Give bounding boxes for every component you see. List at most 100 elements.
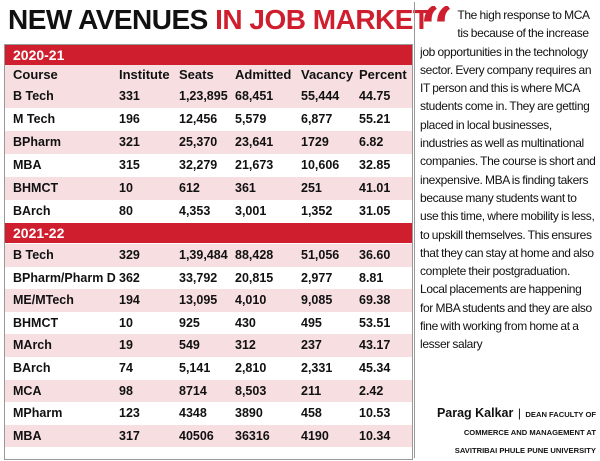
number-cell: 25,370 — [179, 135, 218, 149]
course-cell: B Tech — [13, 248, 54, 262]
number-cell: 196 — [119, 112, 140, 126]
table-row: MBA 317 40506 36316 4190 10.34 — [5, 424, 412, 448]
table-row: ME/MTech 194 13,095 4,010 9,085 69.38 — [5, 289, 412, 312]
number-cell: 5,579 — [235, 112, 267, 126]
table-row: BPharm 321 25,370 23,641 1729 6.82 — [5, 131, 412, 154]
number-cell: 2,810 — [235, 361, 267, 375]
number-cell: 21,673 — [235, 158, 274, 172]
course-cell: MCA — [13, 383, 42, 398]
number-cell: 74 — [119, 361, 133, 375]
section-label: 2021-22 — [5, 223, 412, 243]
number-cell: 1729 — [301, 135, 329, 149]
number-cell: 2,977 — [301, 270, 333, 285]
number-cell: 33,792 — [179, 270, 218, 285]
number-cell: 55.21 — [359, 112, 391, 126]
number-cell: 194 — [119, 293, 140, 308]
number-cell: 19 — [119, 338, 133, 353]
number-cell: 36.60 — [359, 248, 391, 262]
table-row: MPharm 123 4348 3890 458 10.53 — [5, 402, 412, 425]
table-row: BHMCT 10 612 361 251 41.01 — [5, 177, 412, 200]
number-cell: 211 — [301, 383, 322, 398]
number-cell: 612 — [179, 181, 200, 195]
attribution: Parag Kalkar | DEAN FACULTY OF COMMERCE … — [420, 404, 596, 458]
number-cell: 4,010 — [235, 293, 267, 308]
course-cell: MBA — [13, 158, 42, 172]
number-cell: 68,451 — [235, 89, 274, 103]
table-row: BPharm/Pharm D 362 33,792 20,815 2,977 8.81 — [5, 267, 412, 290]
quote-mark: “ — [420, 6, 454, 62]
number-cell: 331 — [119, 89, 140, 103]
quote-panel: “ The high response to MCA tis because o… — [420, 6, 596, 458]
number-cell: 31.05 — [359, 204, 391, 218]
number-cell: 8.81 — [359, 270, 384, 285]
number-cell: 80 — [119, 204, 133, 218]
number-cell: 251 — [301, 181, 322, 195]
column-header: Admitted — [235, 67, 292, 82]
title-red: IN JOB MARKET — [215, 4, 430, 35]
number-cell: 2.42 — [359, 383, 384, 398]
number-cell: 45.34 — [359, 361, 391, 375]
number-cell: 53.51 — [359, 315, 391, 330]
column-header: Vacancy — [301, 67, 354, 82]
header-row: Course Institute Seats Admitted Vacancy Perce… — [5, 65, 412, 85]
table-row: BArch 80 4,353 3,001 1,352 31.05 — [5, 200, 412, 223]
author-designation: DEAN FACULTY OF COMMERCE AND MANAGEMENT … — [454, 410, 596, 455]
number-cell: 10.53 — [359, 406, 391, 421]
number-cell: 10 — [119, 181, 133, 195]
number-cell: 20,815 — [235, 270, 274, 285]
table-row: B Tech 331 1,23,895 68,451 55,444 44.75 — [5, 85, 412, 108]
number-cell: 2,331 — [301, 361, 333, 375]
number-cell: 98 — [119, 383, 133, 398]
course-cell: BHMCT — [13, 181, 59, 195]
number-cell: 362 — [119, 270, 140, 285]
number-cell: 32,279 — [179, 158, 218, 172]
table: 2020-21 Course Institute Seats Admitted Vacan… — [4, 44, 413, 460]
number-cell: 237 — [301, 338, 322, 353]
number-cell: 51,056 — [301, 248, 340, 262]
divider — [414, 2, 415, 458]
number-cell: 312 — [235, 338, 256, 353]
number-cell: 4348 — [179, 406, 207, 421]
number-cell: 123 — [119, 406, 140, 421]
number-cell: 69.38 — [359, 293, 391, 308]
course-cell: BArch — [13, 361, 51, 375]
table-row: BHMCT 10 925 430 495 53.51 — [5, 312, 412, 335]
number-cell: 44.75 — [359, 89, 391, 103]
number-cell: 458 — [301, 406, 322, 421]
number-cell: 10 — [119, 315, 133, 330]
number-cell: 40506 — [179, 428, 214, 443]
number-cell: 495 — [301, 315, 322, 330]
course-cell: B Tech — [13, 89, 54, 103]
number-cell: 32.85 — [359, 158, 391, 172]
number-cell: 8,503 — [235, 383, 267, 398]
table-row: BArch 74 5,141 2,810 2,331 45.34 — [5, 357, 412, 380]
title-black: NEW AVENUES — [8, 4, 208, 35]
number-cell: 9,085 — [301, 293, 333, 308]
course-cell: BHMCT — [13, 315, 59, 330]
table-row: MArch 19 549 312 237 43.17 — [5, 334, 412, 357]
course-cell: MArch — [13, 338, 52, 353]
number-cell: 10.34 — [359, 428, 391, 443]
table-row: B Tech 329 1,39,484 88,428 51,056 36.60 — [5, 244, 412, 267]
column-header: Percent — [359, 67, 407, 82]
number-cell: 4,353 — [179, 204, 211, 218]
number-cell: 549 — [179, 338, 200, 353]
number-cell: 6.82 — [359, 135, 384, 149]
number-cell: 12,456 — [179, 112, 218, 126]
number-cell: 321 — [119, 135, 140, 149]
number-cell: 317 — [119, 428, 140, 443]
number-cell: 3,001 — [235, 204, 267, 218]
number-cell: 4190 — [301, 428, 329, 443]
number-cell: 925 — [179, 315, 200, 330]
course-cell: MBA — [13, 428, 42, 443]
table-row: MCA 98 8714 8,503 211 2.42 — [5, 379, 412, 403]
quote-author: Parag Kalkar — [436, 406, 514, 420]
number-cell: 55,444 — [301, 89, 340, 103]
number-cell: 23,641 — [235, 135, 274, 149]
number-cell: 5,141 — [179, 361, 211, 375]
separator: | — [517, 406, 521, 420]
course-cell: BPharm — [13, 135, 61, 149]
column-header: Seats — [179, 67, 214, 82]
quote-text: The high response to MCA tis because of … — [420, 8, 596, 352]
